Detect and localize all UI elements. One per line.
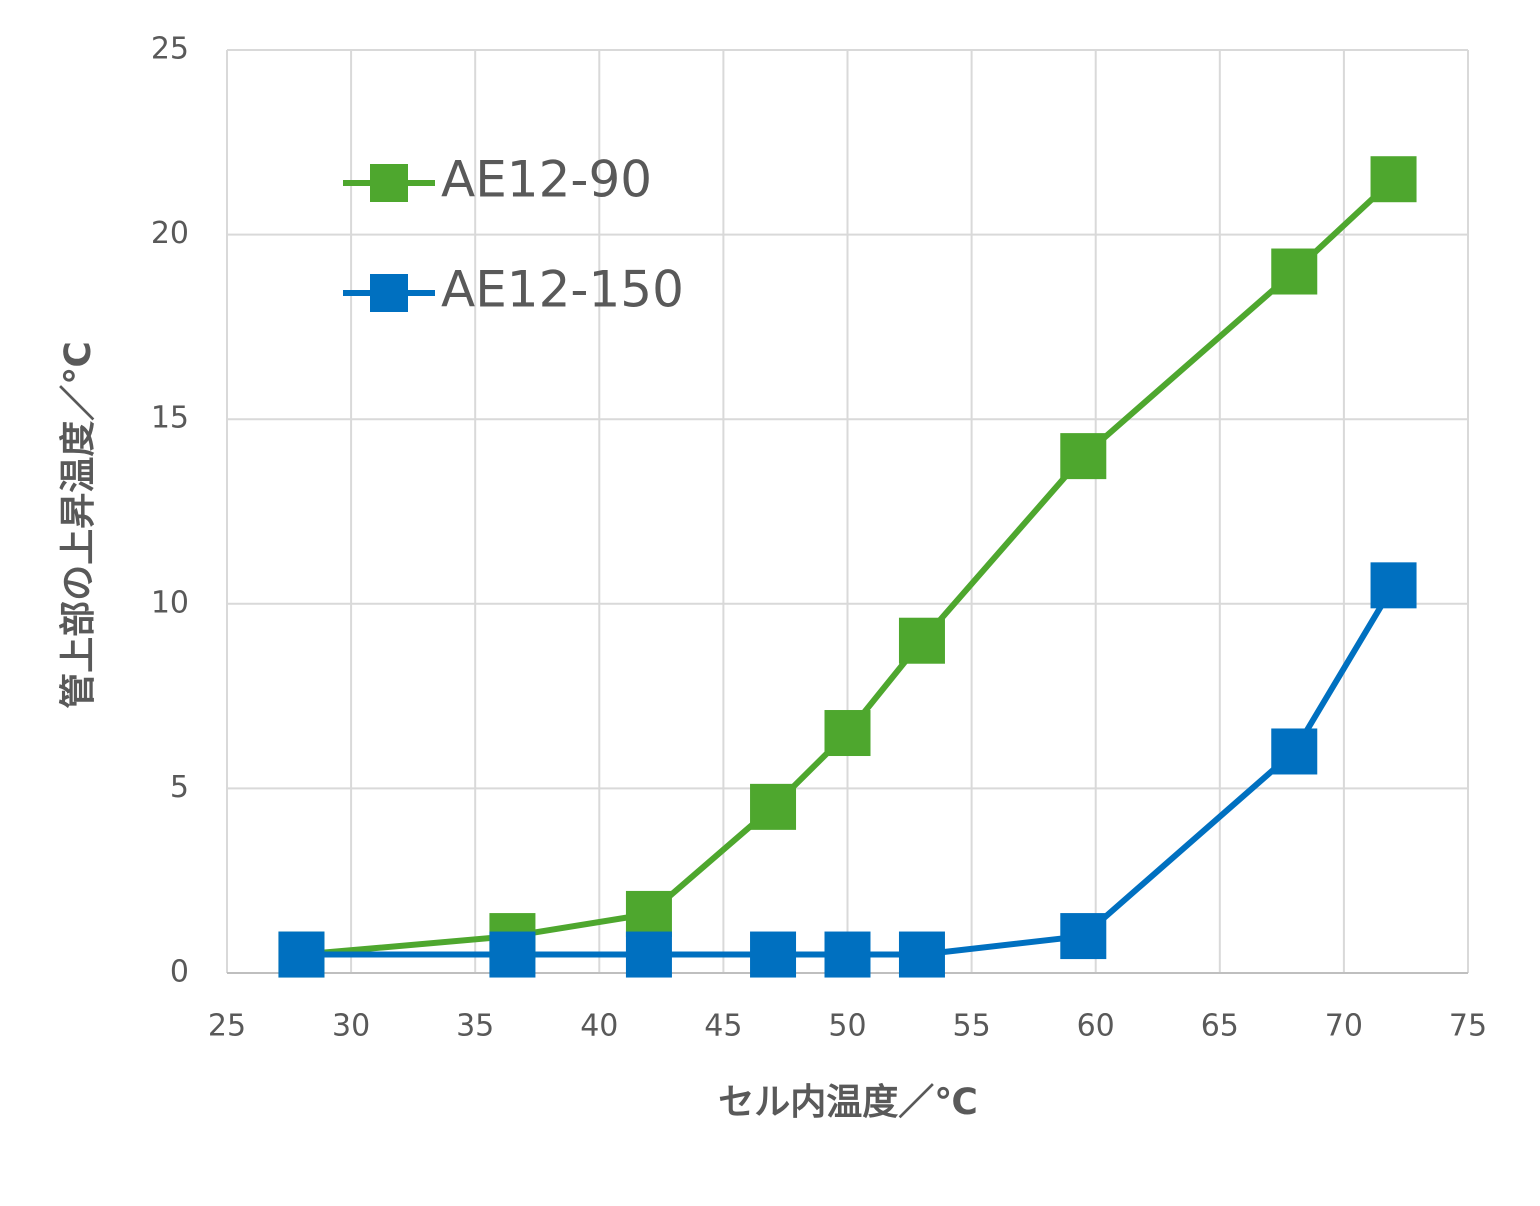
marker <box>824 931 871 978</box>
x-tick-label: 65 <box>1201 1009 1239 1044</box>
marker <box>1060 433 1107 480</box>
x-tick-label: 45 <box>704 1009 742 1044</box>
y-tick-label: 5 <box>170 770 189 805</box>
marker <box>1271 728 1318 775</box>
x-tick-label: 30 <box>332 1009 370 1044</box>
marker <box>1060 913 1107 960</box>
marker <box>898 931 945 978</box>
y-tick-label: 15 <box>151 401 189 436</box>
y-axis-label: 管上部の上昇温度／℃ <box>58 341 99 709</box>
marker <box>489 931 536 978</box>
x-tick-label: 75 <box>1449 1009 1487 1044</box>
legend-marker <box>370 164 408 202</box>
legend-label: AE12-150 <box>441 261 684 319</box>
marker <box>625 890 672 937</box>
y-tick-label: 25 <box>151 32 189 67</box>
x-tick-label: 60 <box>1077 1009 1115 1044</box>
marker <box>898 617 945 664</box>
legend-label: AE12-90 <box>441 151 652 209</box>
y-tick-label: 20 <box>151 216 189 251</box>
marker <box>278 931 325 978</box>
y-tick-label: 0 <box>170 955 189 990</box>
x-tick-label: 40 <box>580 1009 618 1044</box>
marker <box>750 931 797 978</box>
x-tick-label: 55 <box>953 1009 991 1044</box>
marker <box>625 931 672 978</box>
x-tick-label: 35 <box>456 1009 494 1044</box>
x-tick-label: 50 <box>828 1009 866 1044</box>
marker <box>750 783 797 830</box>
legend-marker <box>370 274 408 312</box>
marker <box>1370 156 1417 203</box>
x-tick-label: 25 <box>208 1009 246 1044</box>
marker <box>1271 248 1318 295</box>
marker <box>1370 562 1417 609</box>
x-tick-label: 70 <box>1325 1009 1363 1044</box>
marker <box>824 710 871 757</box>
y-tick-label: 10 <box>151 585 189 620</box>
x-axis-label: セル内温度／℃ <box>718 1082 978 1123</box>
